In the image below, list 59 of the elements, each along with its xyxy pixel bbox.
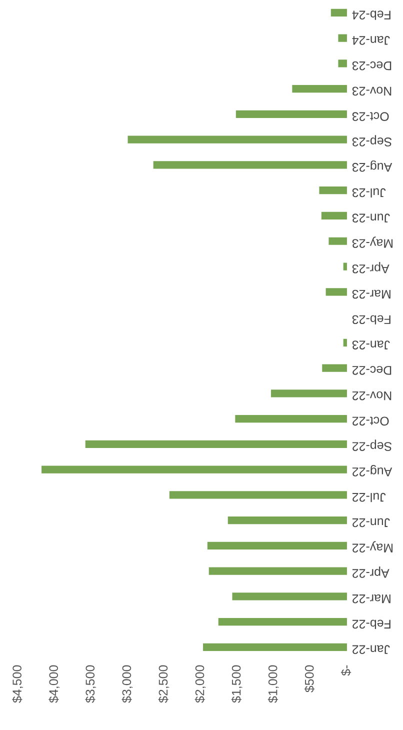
bar [236, 110, 347, 118]
bar [85, 440, 347, 448]
x-tick-label: $4,500 [12, 665, 23, 703]
bar [322, 364, 347, 372]
y-tick-label: Jan-24 [352, 36, 390, 45]
bar [207, 542, 347, 550]
y-tick-label: Jun-23 [352, 214, 390, 223]
bar [228, 516, 347, 524]
y-tick-label: Sep-23 [352, 135, 392, 146]
y-tick-label: Apr-22 [352, 566, 390, 578]
y-tick-label: Jun-22 [352, 518, 390, 528]
x-tick-label: $3,500 [85, 665, 96, 703]
x-tick-label: $1,500 [231, 665, 242, 703]
bar [169, 491, 347, 499]
bar [330, 8, 347, 16]
y-tick-label: Oct-22 [352, 416, 389, 426]
bar [232, 592, 347, 600]
y-tick-label: Jul-22 [352, 492, 386, 502]
y-tick-label: Jan-22 [352, 645, 390, 654]
bar [235, 414, 347, 423]
y-tick-label: Dec-22 [352, 366, 392, 375]
bar [326, 288, 347, 296]
y-tick-label: Mar-23 [352, 290, 390, 299]
bar [321, 212, 347, 220]
x-tick-label: $2,000 [194, 665, 206, 703]
y-tick-label: Nov-22 [352, 391, 392, 400]
bar [328, 237, 347, 245]
y-tick-label: Aug-23 [352, 160, 392, 172]
bar [153, 161, 347, 169]
bar [338, 34, 347, 42]
x-tick-label: $- [340, 665, 352, 676]
y-tick-label: Apr-23 [352, 262, 390, 274]
bar [203, 643, 347, 652]
bar [270, 390, 347, 398]
y-tick-label: Dec-23 [352, 61, 392, 70]
y-tick-label: Feb-22 [352, 620, 390, 629]
x-tick-label: $2,500 [158, 665, 170, 703]
y-tick-label: Jul-23 [352, 188, 386, 198]
bar [128, 136, 347, 144]
y-tick-label: May-22 [352, 541, 392, 552]
bar [319, 186, 347, 194]
y-tick-label: Oct-23 [352, 112, 389, 122]
y-tick-label: Jan-23 [352, 340, 390, 350]
bar [42, 466, 347, 474]
x-tick-label: $4,000 [48, 665, 60, 703]
y-tick-label: Aug-22 [352, 465, 392, 476]
y-tick-label: Feb-23 [352, 315, 390, 324]
bar [292, 85, 347, 93]
y-tick-label: Mar-22 [352, 594, 390, 604]
y-tick-label: Sep-22 [352, 440, 392, 451]
bar [218, 618, 347, 626]
x-tick-label: $3,000 [122, 665, 133, 703]
x-tick-label: $500 [304, 665, 315, 692]
bar [338, 60, 347, 68]
x-tick-label: $1,000 [268, 665, 279, 703]
bar [208, 567, 347, 575]
y-tick-label: Nov-23 [352, 86, 392, 96]
y-tick-label: May-23 [352, 236, 392, 248]
y-tick-label: Feb-24 [352, 10, 390, 20]
